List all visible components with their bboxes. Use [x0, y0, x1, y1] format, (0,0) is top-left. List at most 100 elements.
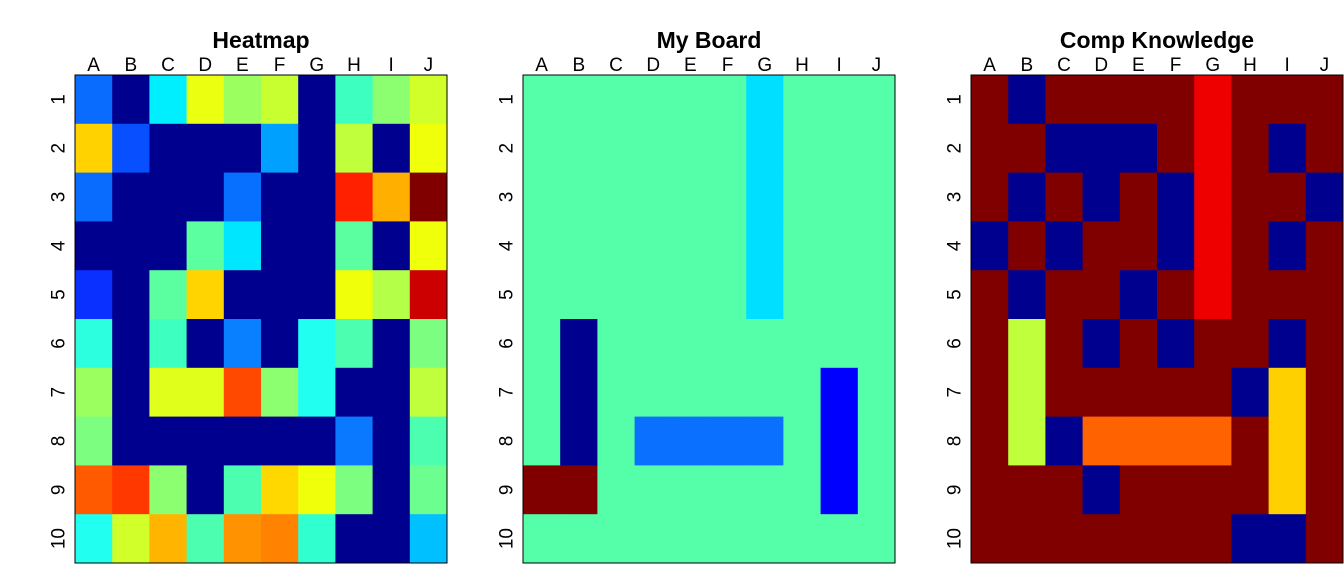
heatmap-cell: [1268, 123, 1307, 174]
heatmap-cell: [409, 367, 448, 418]
row-tick-label: 7: [49, 387, 70, 398]
heatmap-cell: [409, 270, 448, 320]
heatmap-cell: [298, 221, 336, 271]
heatmap-cell: [372, 465, 411, 515]
heatmap-cell: [409, 221, 448, 271]
heatmap-cell: [1305, 123, 1344, 174]
heatmap-cell: [186, 123, 225, 174]
heatmap-cell: [409, 514, 448, 564]
heatmap-cell: [523, 172, 561, 222]
row-tick-label: 5: [497, 289, 518, 300]
row-tick-label: 2: [945, 143, 966, 154]
row-tick-label: 1: [497, 94, 518, 105]
heatmap-cell: [1231, 123, 1270, 174]
heatmap-cell: [335, 172, 374, 222]
heatmap-cell: [634, 123, 673, 174]
heatmap-cell: [1082, 75, 1121, 125]
heatmap-cell: [149, 270, 188, 320]
heatmap-cell: [1045, 514, 1084, 564]
heatmap-cell: [820, 172, 859, 222]
heatmap-cell: [335, 416, 374, 466]
heatmap-cell: [1045, 465, 1084, 515]
heatmap-cell: [298, 416, 336, 466]
heatmap-cell: [1305, 270, 1344, 320]
heatmap-cell: [75, 270, 113, 320]
heatmap-cell: [634, 465, 673, 515]
row-tick-label: 5: [945, 289, 966, 300]
heatmap-cell: [186, 465, 225, 515]
column-tick-label: J: [1320, 55, 1330, 76]
heatmap-cell: [971, 465, 1009, 515]
heatmap-cell: [857, 367, 896, 418]
column-tick-label: A: [983, 55, 996, 76]
row-tick-label: 3: [49, 192, 70, 203]
heatmap-cell: [560, 514, 598, 564]
heatmap-cell: [298, 172, 336, 222]
heatmap-cell: [112, 270, 150, 320]
heatmap-cell: [1119, 75, 1158, 125]
heatmap-cell: [671, 270, 710, 320]
heatmap-cell: [409, 465, 448, 515]
heatmap-cell: [1119, 270, 1158, 320]
heatmap-cell: [820, 75, 859, 125]
heatmap-cell: [261, 172, 299, 222]
row-tick-label: 4: [945, 240, 966, 251]
heatmap-cell: [372, 367, 411, 418]
heatmap-cell: [1194, 172, 1232, 222]
heatmap-cell: [971, 172, 1009, 222]
column-tick-label: C: [161, 55, 175, 76]
heatmap-cell: [1045, 172, 1084, 222]
heatmap-cell: [1157, 221, 1195, 271]
heatmap-cell: [634, 416, 673, 466]
heatmap-cell: [75, 75, 113, 125]
heatmap-cell: [1045, 75, 1084, 125]
heatmap-cell: [709, 172, 747, 222]
heatmap-cell: [560, 465, 598, 515]
heatmap-cell: [223, 514, 262, 564]
heatmap-cell: [1082, 367, 1121, 418]
heatmap-cell: [1157, 123, 1195, 174]
heatmap-cell: [1305, 465, 1344, 515]
heatmap-cell: [783, 514, 822, 564]
heatmap-cell: [857, 514, 896, 564]
heatmap-cell: [671, 221, 710, 271]
heatmap-cell: [1194, 416, 1232, 466]
heatmap-cell: [783, 221, 822, 271]
heatmap-cell: [261, 270, 299, 320]
heatmap-cell: [298, 123, 336, 174]
heatmap-cell: [409, 416, 448, 466]
row-tick-label: 6: [945, 338, 966, 349]
heatmap-cell: [409, 319, 448, 369]
column-tick-label: D: [1094, 55, 1108, 76]
heatmap-cell: [1082, 319, 1121, 369]
heatmap-cell: [1268, 367, 1307, 418]
heatmap-cell: [335, 270, 374, 320]
row-tick-label: 9: [945, 485, 966, 496]
heatmap-cell: [1268, 172, 1307, 222]
heatmap-cell: [971, 319, 1009, 369]
heatmap-cell: [1045, 123, 1084, 174]
heatmap-cell: [1231, 514, 1270, 564]
heatmap-cell: [523, 319, 561, 369]
heatmap-cell: [634, 75, 673, 125]
heatmap-cell: [1305, 416, 1344, 466]
heatmap-cell: [261, 465, 299, 515]
heatmap-cell: [335, 221, 374, 271]
heatmap-cell: [112, 221, 150, 271]
heatmap-cell: [335, 75, 374, 125]
heatmap-panel-2: My Board A B C D E F G H I J 1 2 3 4 5 6 7 8 9 10: [497, 27, 896, 564]
column-tick-label: H: [795, 55, 809, 76]
heatmap-cell: [857, 75, 896, 125]
heatmap-cell: [523, 367, 561, 418]
heatmap-cell: [298, 465, 336, 515]
heatmap-cell: [186, 416, 225, 466]
heatmap-cell: [971, 75, 1009, 125]
heatmap-cell: [335, 367, 374, 418]
heatmap-panel-1: Heatmap A B C D E F G H I J 1 2 3 4 5 6 7 8 9 10: [49, 27, 448, 564]
heatmap-cell: [671, 123, 710, 174]
heatmap-cell: [1157, 367, 1195, 418]
row-tick-label: 5: [49, 289, 70, 300]
heatmap-cell: [223, 270, 262, 320]
heatmap-cell: [372, 75, 411, 125]
row-tick-label: 3: [945, 192, 966, 203]
